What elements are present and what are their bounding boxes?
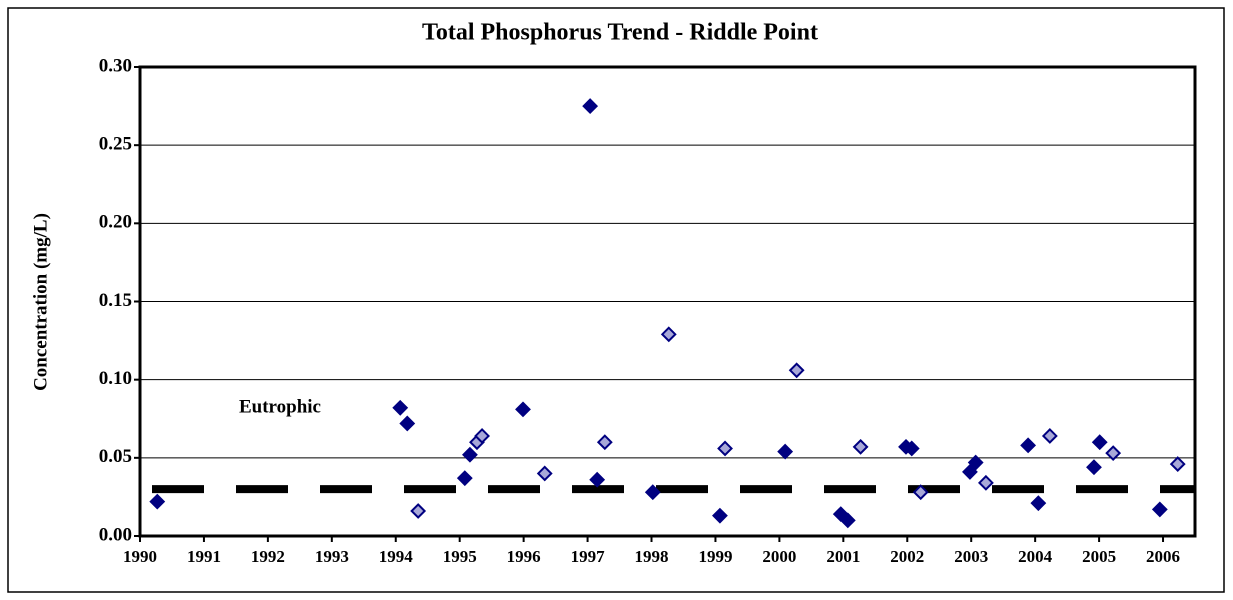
marker bbox=[474, 428, 490, 444]
x-tick-label: 2003 bbox=[954, 547, 988, 566]
x-tick-label: 1992 bbox=[251, 547, 285, 566]
x-tick-label: 1996 bbox=[507, 547, 541, 566]
marker bbox=[596, 434, 613, 451]
marker bbox=[1169, 456, 1186, 473]
marker bbox=[392, 399, 409, 416]
marker bbox=[967, 454, 984, 471]
x-tick-label: 1998 bbox=[635, 547, 669, 566]
chart-frame bbox=[7, 7, 1225, 593]
x-tick-label: 1994 bbox=[379, 547, 414, 566]
x-tick-label: 2004 bbox=[1018, 547, 1053, 566]
marker bbox=[456, 470, 473, 487]
marker bbox=[1041, 428, 1058, 444]
y-tick-label: 0.30 bbox=[99, 55, 132, 76]
x-tick-label: 1995 bbox=[443, 547, 477, 566]
x-tick-label: 2005 bbox=[1082, 547, 1116, 566]
x-tick-label: 1993 bbox=[315, 547, 349, 566]
plot-area bbox=[138, 65, 1197, 538]
marker bbox=[399, 415, 416, 432]
marker bbox=[536, 465, 553, 482]
y-axis-label: Concentration (mg/L) bbox=[30, 213, 51, 391]
x-tick-label: 1997 bbox=[571, 547, 606, 566]
marker bbox=[1020, 437, 1037, 454]
x-tick-label: 1991 bbox=[187, 547, 221, 566]
marker bbox=[962, 463, 978, 480]
x-tick-label: 2000 bbox=[762, 547, 796, 566]
marker bbox=[712, 507, 728, 524]
x-tick-label: 1999 bbox=[698, 547, 732, 566]
marker bbox=[644, 484, 661, 501]
marker bbox=[589, 471, 606, 488]
y-tick-label: 0.25 bbox=[99, 134, 132, 155]
marker bbox=[149, 493, 166, 510]
y-tick-label: 0.15 bbox=[99, 290, 132, 311]
x-tick-label: 2001 bbox=[826, 547, 860, 566]
x-tick-label: 1990 bbox=[123, 547, 157, 566]
x-tick-label: 2002 bbox=[890, 547, 924, 566]
marker bbox=[717, 440, 733, 457]
marker bbox=[660, 326, 677, 343]
marker bbox=[582, 98, 599, 114]
marker bbox=[852, 438, 869, 455]
marker bbox=[1086, 459, 1102, 476]
y-tick-label: 0.00 bbox=[99, 524, 132, 545]
threshold-label: Eutrophic bbox=[239, 396, 321, 417]
marker bbox=[515, 401, 531, 418]
marker bbox=[903, 440, 920, 457]
marker bbox=[410, 503, 427, 519]
marker bbox=[839, 512, 856, 529]
marker bbox=[1151, 501, 1168, 518]
marker bbox=[788, 362, 805, 379]
y-tick-label: 0.20 bbox=[99, 212, 132, 233]
x-tick-label: 2006 bbox=[1146, 547, 1180, 566]
y-tick-label: 0.05 bbox=[99, 446, 132, 467]
chart-title: Total Phosphorus Trend - Riddle Point bbox=[422, 20, 818, 46]
marker bbox=[777, 443, 794, 460]
marker bbox=[978, 474, 994, 491]
y-tick-label: 0.10 bbox=[99, 368, 132, 389]
marker bbox=[1105, 445, 1122, 462]
marker bbox=[1030, 495, 1047, 512]
marker bbox=[462, 446, 478, 463]
marker bbox=[1091, 434, 1108, 451]
marker bbox=[912, 484, 929, 501]
